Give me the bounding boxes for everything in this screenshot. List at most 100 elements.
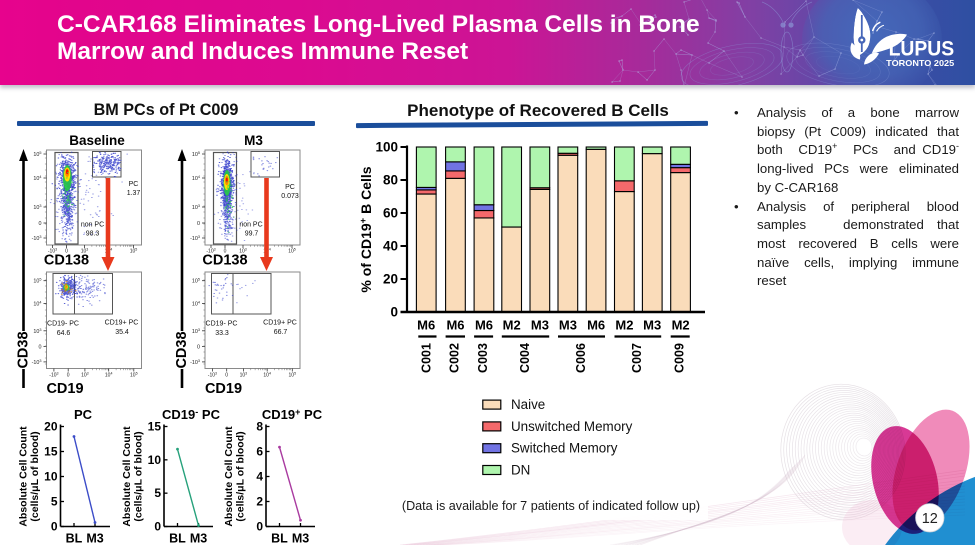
svg-text:C004: C004 (518, 343, 532, 373)
svg-text:Naive: Naive (511, 397, 545, 412)
svg-text:M6: M6 (587, 318, 605, 333)
svg-text:6: 6 (256, 445, 263, 459)
svg-text:0: 0 (65, 249, 68, 255)
svg-text:-103: -103 (206, 248, 215, 255)
svg-text:CD19- PC: CD19- PC (162, 407, 221, 422)
svg-text:DN: DN (511, 463, 530, 478)
svg-text:0: 0 (39, 221, 42, 227)
svg-text:103: 103 (81, 372, 89, 379)
svg-text:99.7: 99.7 (245, 231, 259, 238)
svg-text:C003: C003 (476, 343, 490, 373)
svg-text:103: 103 (33, 328, 41, 335)
svg-text:0: 0 (154, 520, 161, 534)
svg-text:104: 104 (263, 372, 271, 379)
svg-text:15: 15 (44, 445, 58, 459)
svg-text:M2: M2 (615, 318, 633, 333)
svg-text:12: 12 (922, 511, 938, 527)
svg-text:8: 8 (256, 420, 263, 434)
svg-text:5: 5 (51, 495, 58, 509)
svg-text:104: 104 (192, 300, 200, 307)
svg-text:Absolute Cell Count(cells/μL o: Absolute Cell Count(cells/μL of blood) (223, 426, 247, 527)
svg-text:-103: -103 (208, 372, 217, 379)
svg-text:105: 105 (192, 151, 200, 158)
svg-text:0: 0 (67, 373, 70, 379)
svg-text:0: 0 (390, 305, 398, 320)
svg-text:-103: -103 (49, 372, 58, 379)
svg-text:103: 103 (192, 204, 200, 211)
svg-text:M6: M6 (446, 318, 464, 333)
svg-text:0: 0 (51, 520, 58, 534)
svg-text:Absolute Cell Count(cells/μL o: Absolute Cell Count(cells/μL of blood) (121, 426, 145, 527)
svg-text:TORONTO 2025: TORONTO 2025 (886, 58, 954, 68)
svg-text:100: 100 (375, 140, 398, 155)
svg-text:M2: M2 (672, 318, 690, 333)
svg-text:1.37: 1.37 (127, 190, 141, 197)
svg-text:10: 10 (44, 470, 58, 484)
svg-text:PC: PC (285, 184, 295, 191)
svg-text:0: 0 (224, 249, 227, 255)
svg-text:98.3: 98.3 (86, 231, 100, 238)
svg-text:5: 5 (154, 486, 161, 500)
svg-text:103: 103 (81, 248, 89, 255)
svg-text:2: 2 (256, 495, 263, 509)
svg-text:CD19: CD19 (46, 381, 83, 397)
svg-text:105: 105 (33, 278, 41, 285)
svg-text:(Data is available for 7 patie: (Data is available for 7 patients of ind… (402, 499, 700, 513)
svg-text:BL: BL (271, 532, 288, 545)
svg-text:60: 60 (383, 206, 398, 221)
svg-text:105: 105 (130, 248, 138, 255)
svg-text:103: 103 (239, 248, 247, 255)
svg-text:CD19+ PC: CD19+ PC (263, 320, 297, 327)
svg-text:M6: M6 (417, 318, 435, 333)
svg-text:CD19: CD19 (205, 381, 242, 397)
svg-text:35.4: 35.4 (115, 329, 129, 336)
svg-text:CD38: CD38 (15, 331, 31, 368)
svg-text:-103: -103 (190, 359, 200, 366)
svg-text:103: 103 (192, 328, 200, 335)
svg-text:CD138: CD138 (44, 253, 89, 269)
svg-text:10: 10 (148, 453, 162, 467)
svg-text:105: 105 (288, 248, 296, 255)
svg-text:M2: M2 (503, 318, 521, 333)
svg-text:Absolute Cell Count(cells/μL o: Absolute Cell Count(cells/μL of blood) (18, 426, 42, 527)
svg-text:M6: M6 (475, 318, 493, 333)
svg-text:103: 103 (33, 204, 41, 211)
svg-text:M3: M3 (190, 532, 207, 545)
svg-text:15: 15 (148, 420, 162, 434)
svg-text:0: 0 (197, 344, 200, 350)
svg-text:80: 80 (383, 173, 398, 188)
svg-text:CD19+ PC: CD19+ PC (262, 407, 323, 422)
svg-text:CD19- PC: CD19- PC (206, 321, 238, 328)
svg-text:104: 104 (105, 372, 113, 379)
svg-text:CD19- PC: CD19- PC (47, 321, 79, 328)
svg-text:M3: M3 (531, 318, 549, 333)
svg-text:CD38: CD38 (174, 331, 190, 368)
svg-text:104: 104 (192, 175, 200, 182)
svg-text:105: 105 (289, 372, 297, 379)
svg-text:C002: C002 (448, 343, 462, 373)
svg-text:0: 0 (256, 520, 263, 534)
svg-text:0: 0 (197, 221, 200, 227)
svg-text:40: 40 (383, 239, 398, 254)
svg-text:CD138: CD138 (202, 253, 247, 269)
svg-text:-103: -103 (32, 359, 42, 366)
svg-text:M3: M3 (86, 532, 103, 545)
svg-text:103: 103 (240, 372, 248, 379)
svg-text:-103: -103 (32, 235, 42, 242)
svg-text:PC: PC (129, 181, 139, 188)
svg-text:C009: C009 (672, 343, 686, 373)
svg-text:M3: M3 (559, 318, 577, 333)
svg-text:4: 4 (256, 470, 263, 484)
svg-text:105: 105 (192, 278, 200, 285)
svg-text:LUPUS: LUPUS (889, 37, 955, 60)
svg-text:PC: PC (74, 407, 93, 422)
svg-text:0.073: 0.073 (281, 193, 299, 200)
svg-text:M3: M3 (643, 318, 661, 333)
svg-text:C006: C006 (574, 343, 588, 373)
svg-text:64.6: 64.6 (57, 330, 71, 337)
svg-text:Baseline: Baseline (69, 133, 125, 148)
svg-text:non PC: non PC (81, 222, 104, 229)
svg-text:Switched Memory: Switched Memory (511, 441, 618, 456)
svg-text:105: 105 (33, 151, 41, 158)
svg-text:non PC: non PC (239, 222, 262, 229)
